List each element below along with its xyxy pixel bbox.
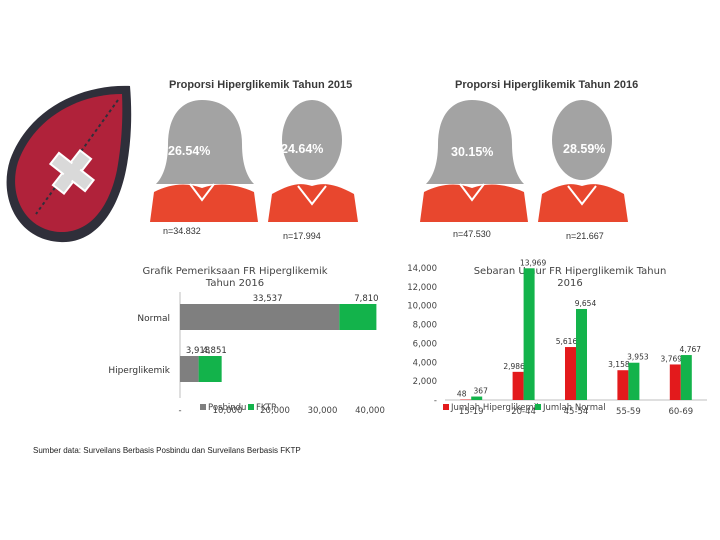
chart2-x-tick: 15-19 (459, 407, 484, 417)
chart2-y-tick: 2,000 (413, 377, 437, 387)
chart2-value-label: 3,158 (608, 360, 630, 369)
n-male-2016: n=21.667 (566, 231, 604, 241)
chart1-title-line: Tahun 2016 (205, 278, 264, 289)
female-figure-2015 (150, 100, 358, 222)
chart2-legend-swatch (535, 404, 541, 410)
chart2-x-tick: 55-59 (616, 407, 641, 417)
chart2-y-tick: 6,000 (413, 339, 437, 349)
chart2-legend-label: Jumlah Hiperglikemik (450, 403, 541, 413)
n-male-2015: n=17.994 (283, 231, 321, 241)
chart2-value-label: 13,969 (520, 258, 546, 267)
chart2-bar-normal (576, 308, 587, 400)
chart1-value-label: 3,918 (186, 346, 210, 356)
chart2-bar-normal (523, 268, 535, 400)
chart2-y-tick: - (434, 396, 437, 406)
chart1-x-tick: - (178, 406, 181, 416)
proportion-2015-title: Proporsi Hiperglikemik Tahun 2015 (169, 79, 353, 91)
chart2-legend-label: Jumlah Normal (542, 403, 606, 413)
chart2-value-label: 9,654 (575, 299, 597, 308)
chart1-legend-swatch (248, 404, 254, 410)
proportion-2016-title: Proporsi Hiperglikemik Tahun 2016 (455, 79, 639, 91)
chart2-legend-swatch (443, 404, 449, 410)
chart2-x-tick: 45-54 (564, 407, 589, 417)
chart2-bar-hiperglikemik (669, 364, 681, 400)
source-note: Sumber data: Surveilans Berbasis Posbind… (33, 446, 301, 455)
chart2-title-line: Sebaran Umur FR Hiperglikemik Tahun (474, 266, 667, 277)
chart2-bar-hiperglikemik (512, 371, 524, 400)
chart2-value-label: 4,767 (680, 345, 702, 354)
percent-male-2016: 28.59% (563, 142, 606, 156)
chart1-legend-swatch (200, 404, 206, 410)
chart1-x-tick: 40,000 (355, 406, 385, 416)
chart2-bar-normal (471, 396, 483, 400)
chart1-value-label: 7,810 (354, 294, 378, 304)
chart2-y-tick: 8,000 (413, 321, 437, 331)
percent-male-2015: 24.64% (281, 142, 324, 156)
chart2-value-label: 2,986 (503, 362, 525, 371)
chart2-x-tick: 60-69 (668, 407, 693, 417)
chart1-value-label: 33,537 (253, 294, 283, 304)
chart2-y-tick: 14,000 (407, 264, 437, 274)
chart2-bar-normal (680, 355, 692, 400)
chart1-x-tick: 10,000 (213, 406, 243, 416)
chart2-bar-hiperglikemik (565, 347, 576, 400)
female-figure-2016 (420, 100, 628, 222)
percent-female-2015: 26.54% (168, 144, 211, 158)
chart2-y-tick: 12,000 (407, 283, 437, 293)
chart1-x-tick: 20,000 (260, 406, 290, 416)
chart2-bar-normal (628, 362, 640, 400)
chart2-y-tick: 4,000 (413, 358, 437, 368)
blood-drop-with-plus-icon (6, 85, 132, 243)
chart1-legend-label: FKTP (256, 403, 276, 413)
chart2-x-tick: 20-44 (511, 407, 536, 417)
chart2-bar-hiperglikemik (617, 370, 629, 400)
chart1-bar-fktp (339, 304, 377, 330)
chart2-value-label: 5,616 (556, 337, 578, 346)
n-female-2015: n=34.832 (163, 226, 201, 236)
percent-female-2016: 30.15% (451, 145, 494, 159)
chart1-x-tick: 30,000 (308, 406, 338, 416)
chart1-title-line: Grafik Pemeriksaan FR Hiperglikemik (142, 266, 327, 277)
chart1-legend-label: Posbindu (208, 403, 246, 413)
chart1-bar-fktp (198, 356, 222, 382)
chart1-category-label: Hiperglikemik (108, 366, 170, 376)
examination-chart: Grafik Pemeriksaan FR HiperglikemikTahun… (108, 266, 385, 416)
chart1-bar-posbindu (180, 356, 199, 382)
chart1-bar-posbindu (180, 304, 340, 330)
chart1-value-label: 4,851 (202, 346, 226, 356)
chart2-value-label: 48 (457, 390, 467, 399)
chart2-value-label: 3,769 (661, 354, 683, 363)
chart2-y-tick: 10,000 (407, 302, 437, 312)
chart2-value-label: 3,953 (627, 353, 649, 362)
chart2-title-line: 2016 (557, 278, 582, 289)
chart1-category-label: Normal (137, 314, 170, 324)
chart2-value-label: 367 (474, 387, 489, 396)
n-female-2016: n=47.530 (453, 229, 491, 239)
